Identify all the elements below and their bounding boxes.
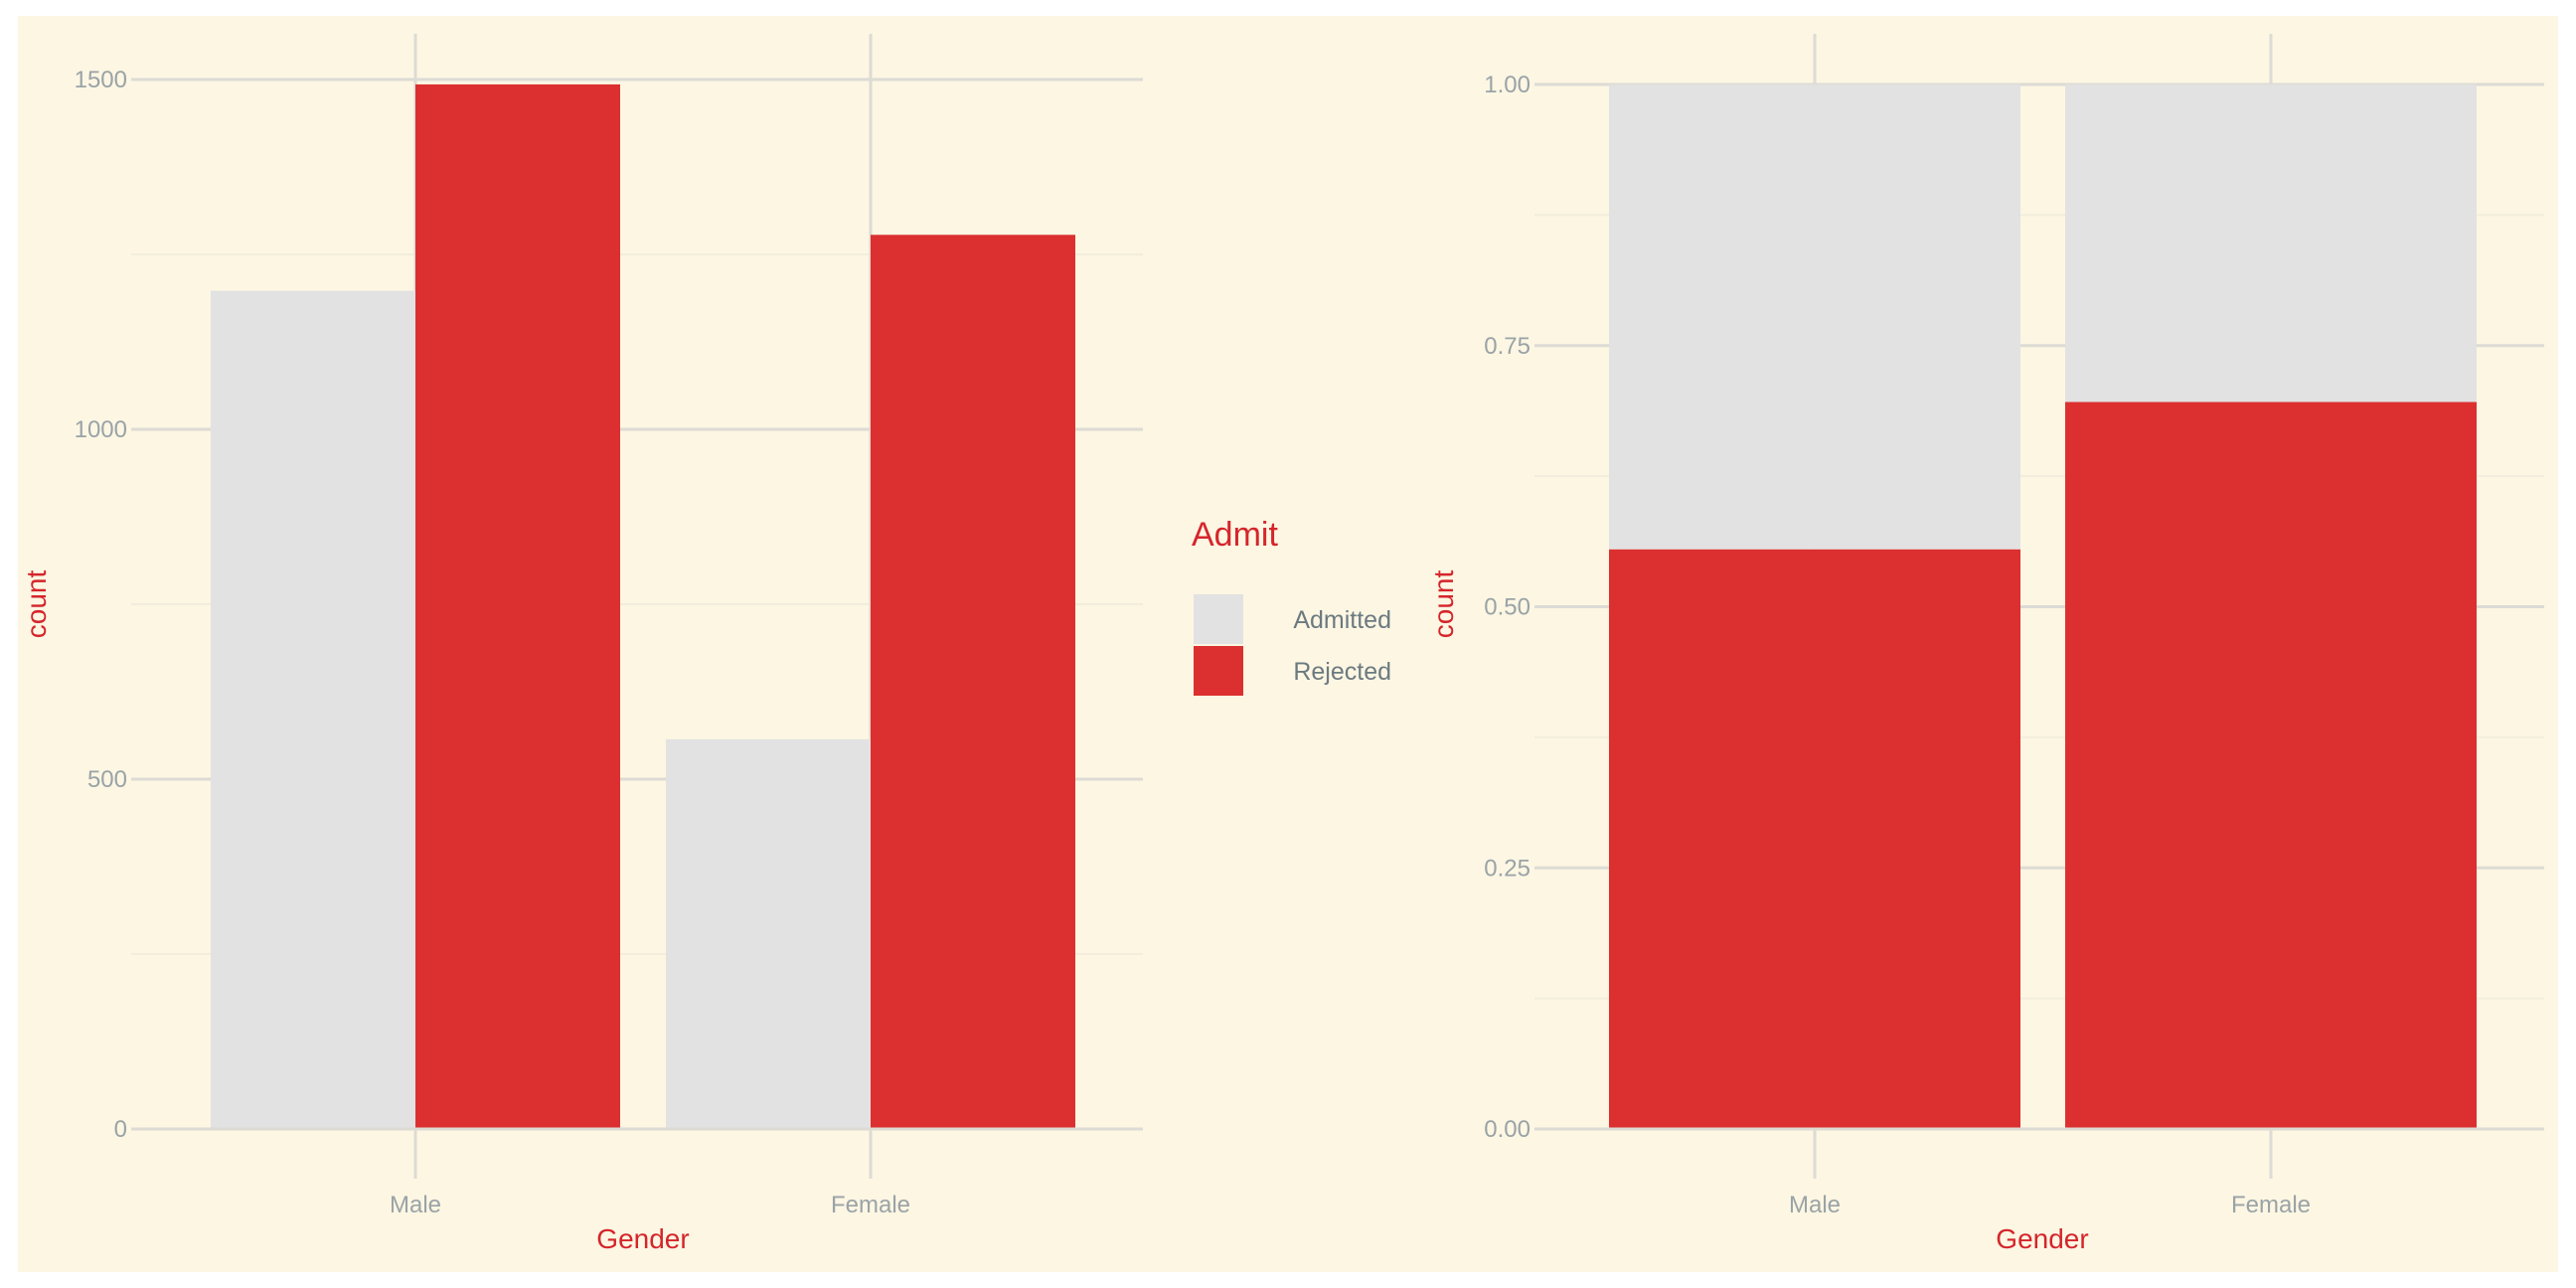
- left-bar-female-rejected: [871, 235, 1075, 1130]
- legend-label-admitted: Admitted: [1293, 606, 1391, 634]
- right-y-tick-label: 1.00: [1484, 72, 1530, 98]
- left-y-tick-label: 1000: [75, 416, 127, 443]
- right-bar-female-admitted: [2065, 84, 2477, 402]
- right-bars: [1534, 84, 2544, 1131]
- right-bar-male-admitted: [1609, 84, 2020, 550]
- right-bar-female-rejected: [2065, 402, 2477, 1129]
- left-x-tick-label-female: Female: [831, 1192, 910, 1218]
- right-y-tick-label: 0.50: [1484, 594, 1530, 621]
- left-panel-count-chart: 0 500 1000 1500 Male Female Gender count: [21, 34, 1143, 1254]
- left-bar-male-rejected: [415, 83, 620, 1130]
- right-x-tick-labels: Male Female: [1789, 1192, 2311, 1218]
- left-bars: [131, 83, 1143, 1131]
- right-y-axis-title: count: [1428, 570, 1459, 639]
- legend-title: Admit: [1192, 516, 1278, 554]
- left-bar-male-admitted: [211, 290, 415, 1129]
- right-bar-male-rejected: [1609, 549, 2020, 1129]
- right-y-tick-label: 0.00: [1484, 1116, 1530, 1143]
- left-x-tick-label-male: Male: [390, 1192, 441, 1218]
- left-y-tick-label: 500: [87, 766, 127, 793]
- legend-label-rejected: Rejected: [1293, 658, 1391, 686]
- right-y-tick-labels: 0.00 0.25 0.50 0.75 1.00: [1484, 72, 1530, 1143]
- left-x-tick-labels: Male Female: [390, 1192, 910, 1218]
- right-y-tick-label: 0.75: [1484, 333, 1530, 360]
- right-x-axis-title: Gender: [1996, 1223, 2088, 1254]
- left-y-tick-labels: 0 500 1000 1500: [75, 67, 127, 1143]
- right-x-tick-label-female: Female: [2231, 1192, 2311, 1218]
- legend: Admit Admitted Rejected: [1192, 516, 1391, 696]
- right-x-tick-label-male: Male: [1789, 1192, 1841, 1218]
- left-bar-female-admitted: [666, 738, 871, 1129]
- left-y-tick-label: 0: [114, 1116, 127, 1143]
- right-y-tick-label: 0.25: [1484, 855, 1530, 882]
- left-y-tick-label: 1500: [75, 67, 127, 93]
- legend-swatch-admitted: [1194, 594, 1243, 644]
- legend-swatch-rejected: [1194, 646, 1243, 696]
- left-x-axis-title: Gender: [596, 1223, 689, 1254]
- right-panel-proportion-chart: 0.00 0.25 0.50 0.75 1.00 Male Female Gender c…: [1428, 34, 2544, 1254]
- left-y-axis-title: count: [21, 570, 52, 639]
